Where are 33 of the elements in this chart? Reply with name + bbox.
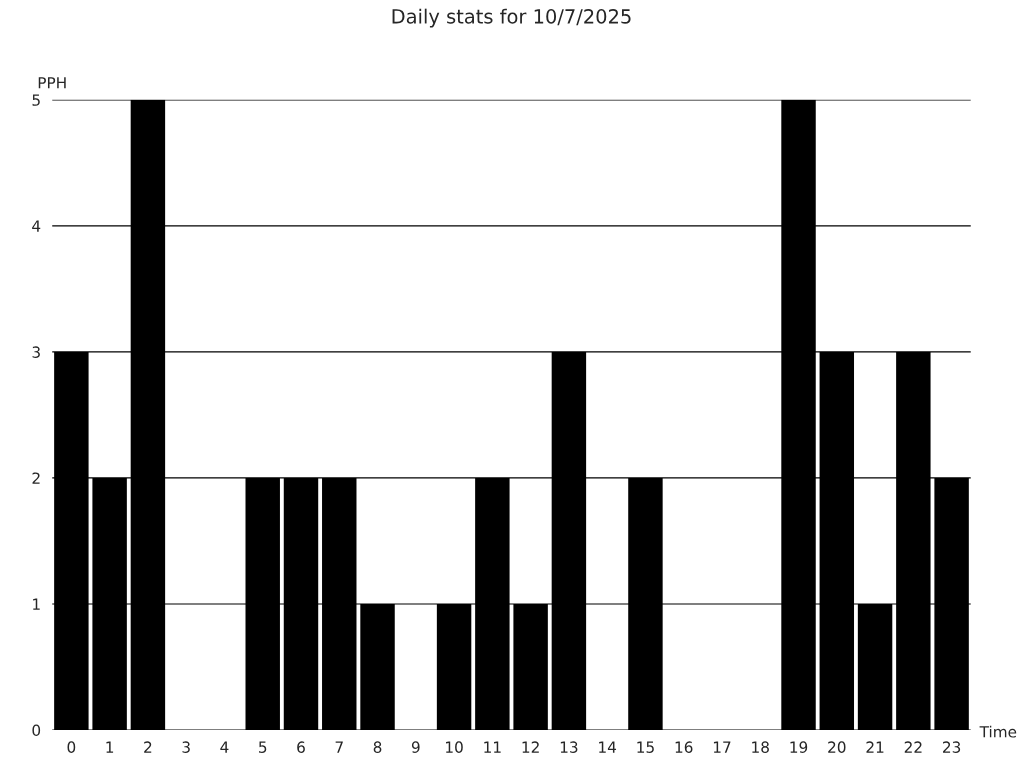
x-tick-label: 2 [144, 741, 152, 753]
x-tick-label: 20 [828, 741, 846, 753]
y-tick-label: 3 [32, 346, 40, 358]
x-tick-label: 11 [484, 741, 501, 753]
x-tick-label: 7 [335, 741, 343, 753]
x-tick-label: 17 [713, 741, 731, 753]
x-tick-label: 21 [866, 741, 884, 753]
x-tick-label: 4 [220, 741, 229, 753]
x-tick-label: 9 [411, 741, 420, 753]
chart-title: Daily stats for 10/7/2025 [392, 8, 631, 28]
x-tick-label: 14 [599, 741, 617, 753]
y-tick-label: 0 [32, 724, 41, 737]
x-tick-label: 10 [446, 741, 463, 753]
y-tick-label: 1 [33, 598, 40, 610]
x-tick-label: 16 [675, 741, 693, 753]
x-tick-label: 5 [259, 741, 267, 753]
x-tick-label: 19 [790, 741, 808, 753]
x-tick-label: 1 [106, 741, 114, 753]
x-tick-label: 22 [904, 741, 922, 753]
x-tick-label: 23 [943, 741, 961, 753]
y-axis-title: PPH [38, 77, 66, 89]
x-tick-label: 0 [67, 741, 76, 753]
y-tick-label: 4 [32, 220, 41, 232]
y-tick-label: 5 [32, 94, 40, 106]
x-tick-label: 3 [182, 741, 190, 753]
x-tick-label: 18 [752, 741, 769, 753]
y-tick-label: 2 [32, 472, 40, 484]
x-tick-label: 8 [373, 741, 382, 753]
x-tick-label: 6 [297, 741, 305, 753]
x-tick-label: 13 [560, 741, 578, 753]
x-axis-title: Time [979, 725, 1017, 738]
x-tick-label: 15 [637, 741, 654, 753]
x-tick-label: 12 [522, 741, 539, 753]
